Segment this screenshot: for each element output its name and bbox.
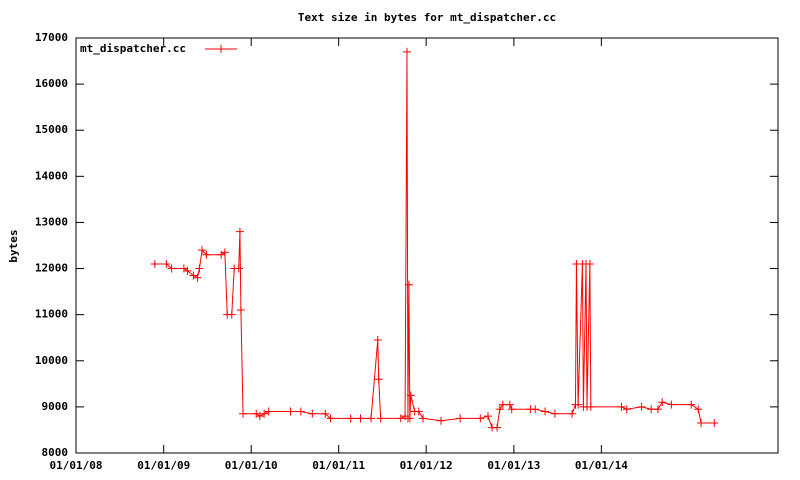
x-tick-label: 01/01/11	[312, 459, 365, 472]
data-point	[198, 246, 207, 255]
data-point	[498, 400, 507, 409]
y-tick-label: 14000	[35, 169, 68, 182]
data-point	[239, 409, 248, 418]
data-point	[195, 264, 204, 273]
data-point	[396, 414, 405, 423]
data-point	[193, 273, 202, 282]
data-point	[585, 259, 594, 268]
data-point	[346, 414, 355, 423]
data-point	[622, 405, 631, 414]
data-point	[495, 405, 504, 414]
data-point	[321, 409, 330, 418]
y-tick-label: 12000	[35, 262, 68, 275]
data-point	[235, 227, 244, 236]
data-point	[202, 250, 211, 259]
data-point	[647, 405, 656, 414]
data-point	[687, 400, 696, 409]
data-point	[617, 402, 626, 411]
data-point	[376, 414, 385, 423]
data-point	[476, 414, 485, 423]
data-point	[220, 248, 229, 257]
data-point	[694, 405, 703, 414]
y-axis-label: bytes	[7, 229, 20, 262]
y-tick-label: 9000	[42, 400, 69, 413]
data-point	[255, 412, 264, 421]
data-point	[264, 407, 273, 416]
data-point	[505, 400, 514, 409]
x-tick-label: 01/01/08	[50, 459, 103, 472]
x-tick-label: 01/01/09	[137, 459, 190, 472]
x-tick-label: 01/01/14	[575, 459, 628, 472]
data-point	[568, 409, 577, 418]
data-point	[227, 310, 236, 319]
data-point	[260, 409, 269, 418]
data-point	[167, 264, 176, 273]
data-point	[419, 414, 428, 423]
data-point	[236, 306, 245, 315]
data-point	[367, 414, 376, 423]
data-point	[162, 259, 171, 268]
data-point	[308, 409, 317, 418]
legend-label: mt_dispatcher.cc	[80, 42, 186, 55]
y-tick-label: 15000	[35, 123, 68, 136]
data-point	[404, 280, 413, 289]
data-point	[456, 414, 465, 423]
data-point	[373, 336, 382, 345]
data-point	[653, 405, 662, 414]
data-point	[574, 400, 583, 409]
data-point	[541, 407, 550, 416]
y-tick-label: 10000	[35, 354, 68, 367]
data-point	[296, 407, 305, 416]
data-point	[437, 416, 446, 425]
data-point	[402, 47, 411, 56]
data-point	[234, 264, 243, 273]
data-point	[414, 407, 423, 416]
y-tick-label: 13000	[35, 215, 68, 228]
data-point	[658, 398, 667, 407]
data-point	[493, 423, 502, 432]
data-point	[507, 405, 516, 414]
data-point	[710, 419, 719, 428]
y-tick-label: 16000	[35, 77, 68, 90]
chart-title: Text size in bytes for mt_dispatcher.cc	[298, 11, 556, 24]
data-point	[667, 400, 676, 409]
data-point	[483, 412, 492, 421]
x-tick-label: 01/01/10	[225, 459, 278, 472]
data-point	[326, 414, 335, 423]
data-point	[586, 402, 595, 411]
x-tick-label: 01/01/13	[487, 459, 540, 472]
data-point	[183, 266, 192, 275]
data-point	[405, 414, 414, 423]
y-tick-label: 11000	[35, 308, 68, 321]
data-line	[154, 51, 715, 429]
data-point	[531, 405, 540, 414]
data-point	[550, 409, 559, 418]
data-point	[286, 407, 295, 416]
data-point	[189, 271, 198, 280]
data-point	[374, 375, 383, 384]
data-point	[356, 414, 365, 423]
data-point	[150, 259, 159, 268]
data-point	[406, 391, 415, 400]
x-tick-label: 01/01/12	[400, 459, 453, 472]
y-tick-label: 17000	[35, 31, 68, 44]
legend-marker	[217, 45, 225, 53]
y-tick-label: 8000	[42, 446, 69, 459]
data-point	[697, 419, 706, 428]
data-point	[637, 402, 646, 411]
plot-frame	[75, 37, 779, 454]
